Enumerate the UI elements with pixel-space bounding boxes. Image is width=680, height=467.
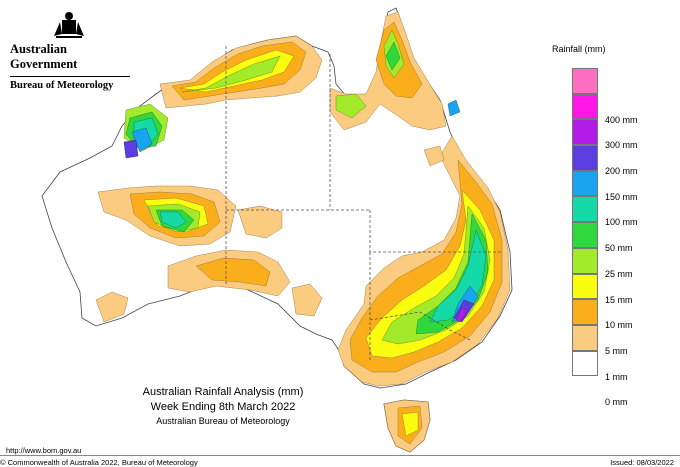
legend-swatch [572, 299, 598, 325]
legend-swatch [572, 324, 598, 351]
legend-swatch [572, 119, 598, 146]
legend-label: 150 mm [605, 191, 638, 202]
legend-swatch [572, 68, 598, 94]
map-title: Australian Rainfall Analysis (mm) [142, 386, 304, 398]
legend-swatch [572, 273, 598, 300]
legend-row: 200 mm [572, 145, 662, 176]
footer-issued: Issued: 08/03/2022 [610, 458, 674, 467]
legend-row [572, 68, 662, 94]
legend-row: 5 mm [572, 324, 662, 356]
legend-title: Rainfall (mm) [552, 44, 606, 54]
legend-label: 5 mm [605, 345, 628, 356]
legend-row: 300 mm [572, 119, 662, 150]
legend-label: 1 mm [605, 371, 628, 382]
legend: 400 mm 300 mm 200 mm 150 mm 100 mm 50 mm 25 mm… [572, 68, 662, 407]
legend-label: 400 mm [605, 114, 638, 125]
legend-label: 15 mm [605, 294, 633, 305]
legend-label: 300 mm [605, 140, 638, 151]
legend-row: 25 mm [572, 247, 662, 279]
legend-swatch [572, 247, 598, 274]
legend-label: 25 mm [605, 268, 633, 279]
legend-row: 50 mm [572, 222, 662, 253]
state-borders [225, 46, 502, 360]
legend-swatch [572, 93, 598, 120]
map-subtitle: Week Ending 8th March 2022 [150, 401, 296, 413]
legend-label: 200 mm [605, 166, 638, 177]
legend-swatch [572, 170, 598, 197]
legend-swatch [572, 350, 598, 377]
legend-row: 150 mm [572, 170, 662, 202]
footer-url[interactable]: http://www.bom.gov.au [6, 446, 82, 455]
bom-logo: Australian Government Bureau of Meteorol… [10, 8, 130, 91]
rainfall-300mm-areas [455, 307, 469, 323]
legend-swatch [572, 222, 598, 248]
coat-of-arms-icon [54, 12, 84, 38]
legend-swatch [572, 145, 598, 171]
legend-row: 400 mm [572, 93, 662, 125]
legend-row: 100 mm [572, 196, 662, 227]
agency-name: Bureau of Meteorology [10, 76, 130, 91]
legend-label: 100 mm [605, 217, 638, 228]
footer-divider [0, 455, 680, 456]
map-source: Australian Bureau of Meteorology [156, 416, 290, 426]
government-name: Australian Government [10, 42, 78, 71]
legend-swatch [572, 196, 598, 223]
legend-label: 50 mm [605, 243, 633, 254]
footer-copyright: © Commonwealth of Australia 2022, Bureau… [0, 458, 198, 467]
legend-row: 15 mm [572, 273, 662, 305]
legend-row: 0 mm [572, 376, 662, 407]
legend-row: 10 mm [572, 299, 662, 330]
legend-label: 0 mm [605, 397, 628, 408]
map-title-block: Australian Rainfall Analysis (mm) Week E… [128, 386, 318, 426]
legend-row: 1 mm [572, 350, 662, 382]
legend-label: 10 mm [605, 320, 633, 331]
